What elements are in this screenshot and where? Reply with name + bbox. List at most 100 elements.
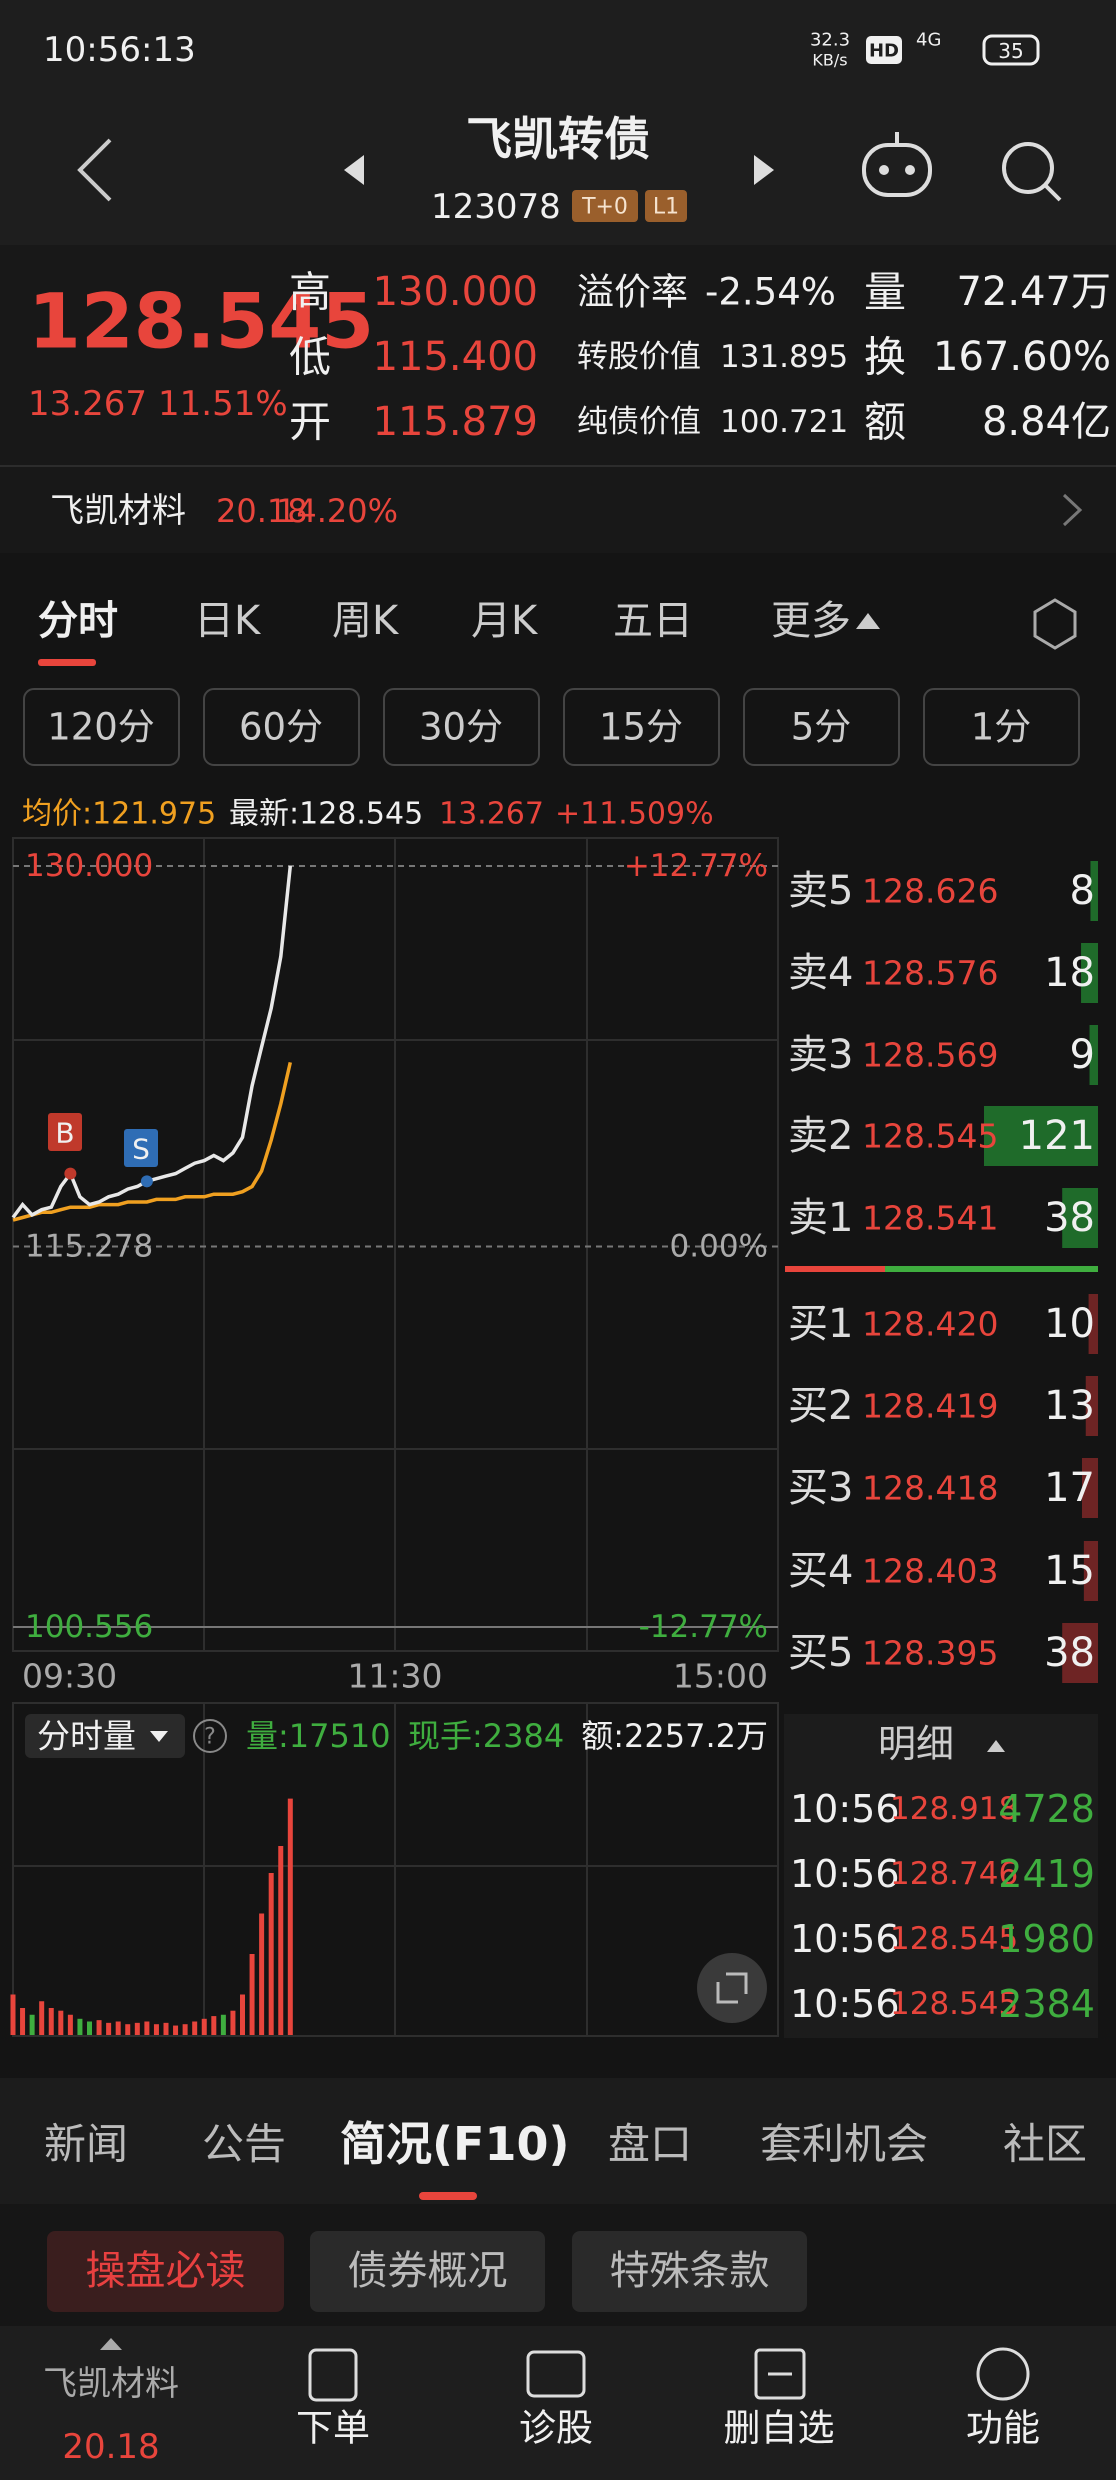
price-line bbox=[12, 1062, 293, 1222]
volume-label-bg[interactable] bbox=[25, 1714, 185, 1758]
period-label[interactable]: 60分 bbox=[239, 706, 323, 749]
quote-value: 100.721 bbox=[720, 404, 848, 440]
volume-bar bbox=[39, 2001, 45, 2035]
ticks-title[interactable]: 明细 bbox=[878, 1722, 954, 1766]
remove-icon[interactable] bbox=[754, 2348, 806, 2400]
y-tick-label: 130.000 bbox=[25, 848, 153, 884]
volume-label[interactable]: 分时量 bbox=[37, 1717, 136, 1756]
depth-bar bbox=[1081, 1458, 1098, 1518]
header-bg bbox=[0, 0, 1116, 245]
chart-tab[interactable]: 月K bbox=[471, 598, 539, 644]
subtab[interactable]: 债券概况 bbox=[348, 2248, 508, 2294]
book-price: 128.395 bbox=[862, 1634, 998, 1673]
subtab-bg[interactable] bbox=[572, 2231, 807, 2312]
tag: T+0 bbox=[581, 195, 628, 220]
battery-level: 35 bbox=[998, 39, 1023, 63]
dropdown-arrow bbox=[150, 1731, 168, 1742]
chart-tab[interactable]: 五日 bbox=[613, 598, 693, 644]
quote-label: 低 bbox=[289, 333, 331, 382]
chart-tab[interactable]: 分时 bbox=[38, 598, 118, 644]
book-price: 128.626 bbox=[862, 872, 998, 911]
book-volume: 38 bbox=[1044, 1630, 1095, 1676]
book-price: 128.403 bbox=[862, 1552, 998, 1591]
expand-button[interactable] bbox=[697, 1953, 767, 2023]
tabs-bg bbox=[0, 2078, 1116, 2204]
chart-tab[interactable]: 周K bbox=[332, 598, 400, 644]
change: 13.267 bbox=[28, 384, 147, 424]
settings-icon[interactable] bbox=[1033, 598, 1077, 650]
chart-tab[interactable]: 更多 bbox=[771, 598, 851, 644]
book-volume: 18 bbox=[1044, 950, 1095, 996]
info-tab[interactable]: 盘口 bbox=[608, 2120, 692, 2169]
volume-bar bbox=[230, 2010, 236, 2035]
book-volume: 17 bbox=[1044, 1465, 1095, 1511]
tag-bg bbox=[645, 190, 687, 222]
chart-tab[interactable]: 日K bbox=[194, 598, 262, 644]
book-label: 买2 bbox=[788, 1383, 853, 1429]
period-label[interactable]: 120分 bbox=[47, 706, 155, 749]
subtab[interactable]: 操盘必读 bbox=[86, 2248, 246, 2294]
help-icon[interactable] bbox=[193, 1719, 227, 1753]
period-label[interactable]: 1分 bbox=[971, 706, 1032, 749]
period-button[interactable] bbox=[563, 688, 720, 766]
info-tab[interactable]: 新闻 bbox=[44, 2120, 128, 2169]
status-time: 10:56:13 bbox=[43, 30, 196, 70]
subtab-bg[interactable] bbox=[310, 2231, 545, 2312]
period-button[interactable] bbox=[743, 688, 900, 766]
nav-item[interactable]: 删自选 bbox=[724, 2407, 835, 2450]
info-tab[interactable]: 简况(F10) bbox=[340, 2117, 569, 2171]
y2-tick-label: +12.77% bbox=[624, 848, 768, 884]
prev-icon[interactable] bbox=[344, 155, 364, 185]
volume-bar bbox=[278, 1846, 284, 2035]
nav-item[interactable]: 诊股 bbox=[519, 2407, 593, 2450]
stock-name[interactable]: 飞凯材料 bbox=[50, 491, 186, 531]
book-label: 卖3 bbox=[788, 1032, 853, 1078]
quote-value: 130.000 bbox=[373, 269, 538, 315]
period-button[interactable] bbox=[203, 688, 360, 766]
order-icon[interactable] bbox=[308, 2348, 358, 2402]
period-label[interactable]: 30分 bbox=[419, 706, 503, 749]
chevron-icon[interactable] bbox=[1062, 493, 1083, 527]
period-button[interactable] bbox=[923, 688, 1080, 766]
volume-value: 量:17510 bbox=[246, 1717, 391, 1755]
period-button[interactable] bbox=[23, 688, 180, 766]
book-price: 128.419 bbox=[862, 1387, 998, 1426]
nav-stock[interactable]: 飞凯材料 bbox=[43, 2364, 179, 2404]
book-price: 128.576 bbox=[862, 954, 998, 993]
book-volume: 13 bbox=[1044, 1383, 1095, 1429]
subtab-bg[interactable] bbox=[47, 2231, 284, 2312]
book-label: 卖2 bbox=[788, 1113, 853, 1159]
stock-pct: 14.20% bbox=[276, 492, 398, 530]
y-tick-label: 115.278 bbox=[25, 1229, 153, 1265]
info-tab[interactable]: 公告 bbox=[202, 2120, 286, 2169]
robot-icon[interactable] bbox=[862, 132, 932, 197]
quote-value: 115.879 bbox=[373, 399, 538, 445]
volume-bar bbox=[125, 2024, 131, 2035]
info-tab[interactable]: 套利机会 bbox=[760, 2120, 928, 2169]
search-icon[interactable] bbox=[1002, 142, 1062, 202]
tick-price: 128.746 bbox=[890, 1856, 1018, 1892]
nav-item[interactable]: 下单 bbox=[296, 2407, 370, 2450]
more-arrow bbox=[856, 613, 880, 629]
volume-bar bbox=[77, 2018, 83, 2035]
menu-icon[interactable] bbox=[976, 2347, 1030, 2401]
period-label[interactable]: 5分 bbox=[791, 706, 852, 749]
nav-item[interactable]: 功能 bbox=[966, 2407, 1040, 2450]
quote-value: -2.54% bbox=[705, 271, 836, 314]
volume-bar bbox=[287, 1798, 293, 2035]
tab-underline bbox=[419, 2192, 477, 2200]
volume-bar bbox=[58, 2010, 64, 2035]
diagnose-icon[interactable] bbox=[526, 2350, 586, 2398]
volume-bar bbox=[115, 2021, 121, 2035]
volume-bar bbox=[220, 2014, 226, 2035]
hd-label: HD bbox=[869, 41, 899, 62]
info-tab[interactable]: 社区 bbox=[1003, 2120, 1087, 2169]
back-icon[interactable] bbox=[77, 138, 112, 202]
depth-bar bbox=[1090, 861, 1098, 921]
period-label[interactable]: 15分 bbox=[599, 706, 683, 749]
next-icon[interactable] bbox=[754, 155, 774, 185]
subtab[interactable]: 特殊条款 bbox=[610, 2248, 770, 2294]
period-button[interactable] bbox=[383, 688, 540, 766]
net-unit: KB/s bbox=[812, 51, 847, 70]
tab-underline bbox=[38, 659, 96, 666]
